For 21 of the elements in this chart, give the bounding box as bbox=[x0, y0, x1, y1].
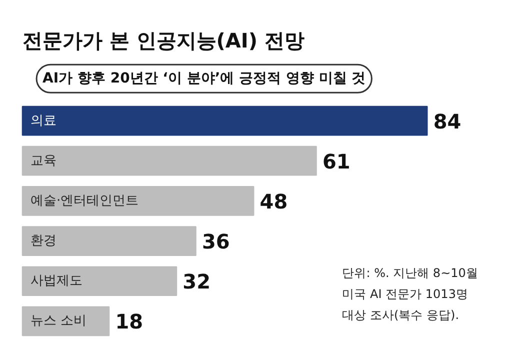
bar bbox=[22, 146, 317, 176]
y-tick-label: 뉴스 소비 bbox=[30, 314, 87, 329]
chart-title: 전문가가 본 인공지능(AI) 전망 bbox=[22, 28, 304, 53]
y-tick-label: 의료 bbox=[30, 113, 56, 128]
data-label: 84 bbox=[433, 109, 462, 134]
data-label: 18 bbox=[115, 310, 144, 334]
bar bbox=[22, 266, 178, 296]
y-tick-label: 예술·엔터테인먼트 bbox=[30, 193, 139, 208]
chart-subtitle: AI가 향후 20년간 ‘이 분야’에 긍정적 영향 미칠 것 bbox=[42, 70, 366, 87]
data-label: 48 bbox=[260, 189, 288, 214]
annotation: 단위: %. 지난해 8~10월 미국 AI 전문가 1013명 대상 조사(복수 응답). bbox=[342, 266, 478, 322]
bar bbox=[22, 306, 110, 336]
data-label: 61 bbox=[322, 149, 350, 174]
data-label: 32 bbox=[182, 270, 211, 294]
bar bbox=[22, 106, 428, 136]
y-tick-label: 사법제도 bbox=[30, 274, 82, 289]
bar bbox=[22, 186, 254, 216]
y-tick-label: 환경 bbox=[30, 234, 56, 249]
bar bbox=[22, 226, 196, 256]
data-label: 36 bbox=[202, 230, 230, 254]
y-tick-label: 교육 bbox=[30, 153, 56, 168]
